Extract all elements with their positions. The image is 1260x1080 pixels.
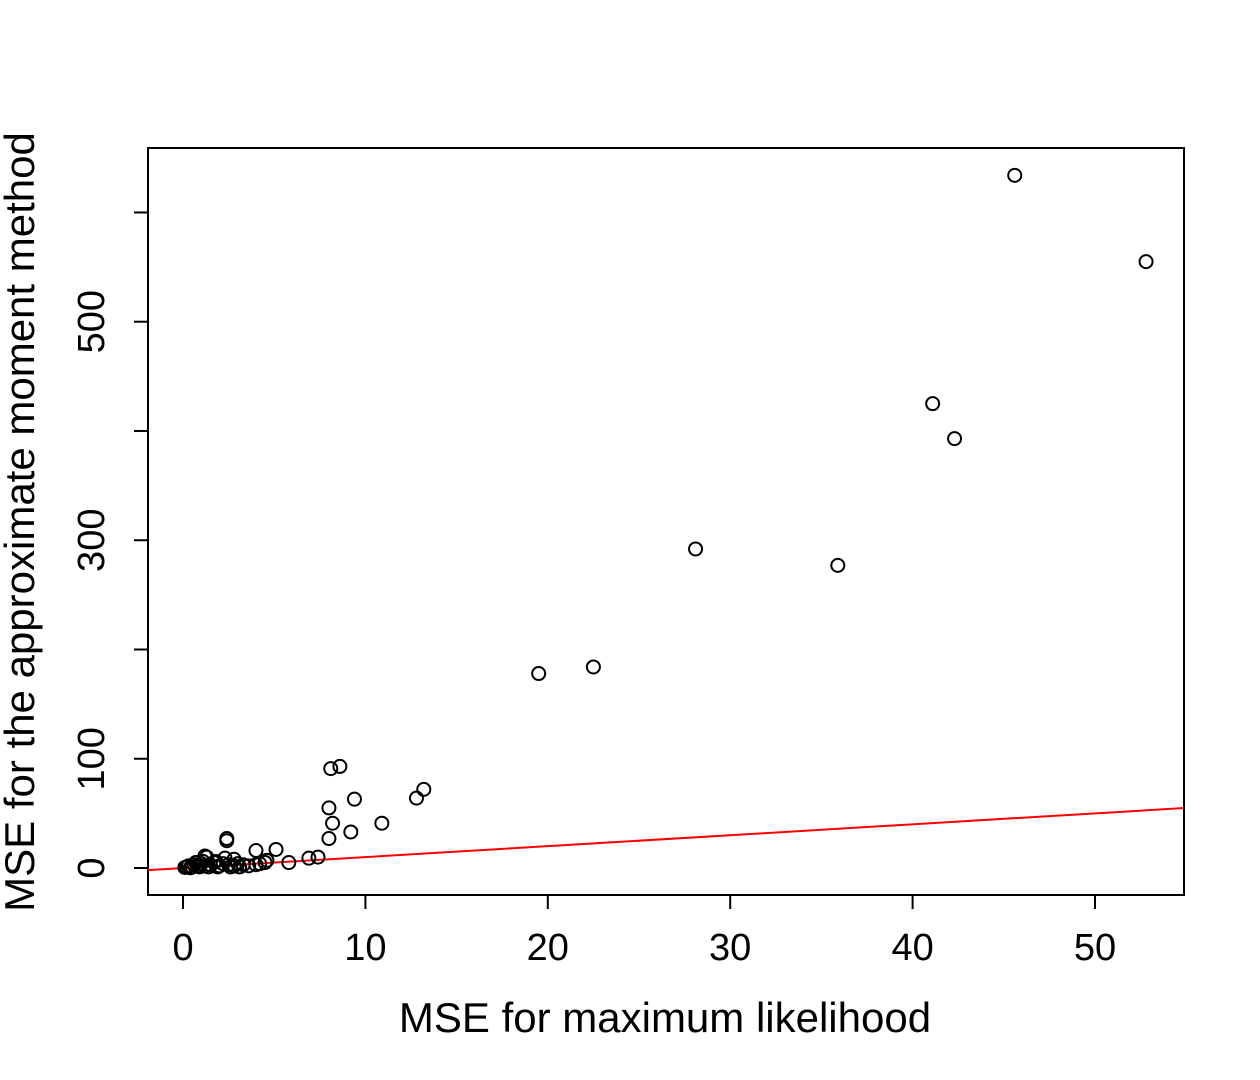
point: [257, 855, 273, 871]
point: [252, 856, 268, 872]
x-axis-title: MSE for maximum likelihood: [399, 994, 931, 1041]
x-tick-label: 40: [891, 927, 933, 969]
point: [301, 850, 317, 866]
y-tick-label: 100: [71, 727, 113, 790]
point: [1007, 167, 1023, 183]
x-tick-label: 50: [1074, 927, 1116, 969]
point: [208, 853, 224, 869]
x-tick-label: 20: [527, 927, 569, 969]
point: [416, 781, 432, 797]
point: [830, 557, 846, 573]
point: [332, 758, 348, 774]
point: [188, 855, 204, 871]
y-axis-title: MSE for the approximate moment method: [0, 132, 43, 912]
point: [323, 761, 339, 777]
x-tick-label: 0: [172, 927, 193, 969]
point: [219, 833, 235, 849]
y-tick-label: 0: [71, 857, 113, 878]
plot-frame: [147, 147, 1185, 896]
reference-line: [148, 807, 1184, 872]
point: [1138, 254, 1154, 270]
point: [310, 849, 326, 865]
point: [281, 855, 297, 871]
point: [374, 815, 390, 831]
point: [408, 790, 424, 806]
point: [531, 666, 547, 682]
point: [346, 791, 362, 807]
point: [321, 831, 337, 847]
point: [325, 815, 341, 831]
point: [947, 431, 963, 447]
point: [688, 541, 704, 557]
point: [343, 824, 359, 840]
point: [268, 841, 284, 857]
point: [585, 659, 601, 675]
y-tick-label: 300: [71, 509, 113, 572]
x-tick-label: 30: [709, 927, 751, 969]
point: [241, 858, 257, 874]
point: [321, 800, 337, 816]
point: [222, 859, 238, 875]
point: [925, 396, 941, 412]
point: [232, 859, 248, 875]
x-tick-label: 10: [344, 927, 386, 969]
y-tick-label: 500: [71, 290, 113, 353]
point: [248, 843, 264, 859]
